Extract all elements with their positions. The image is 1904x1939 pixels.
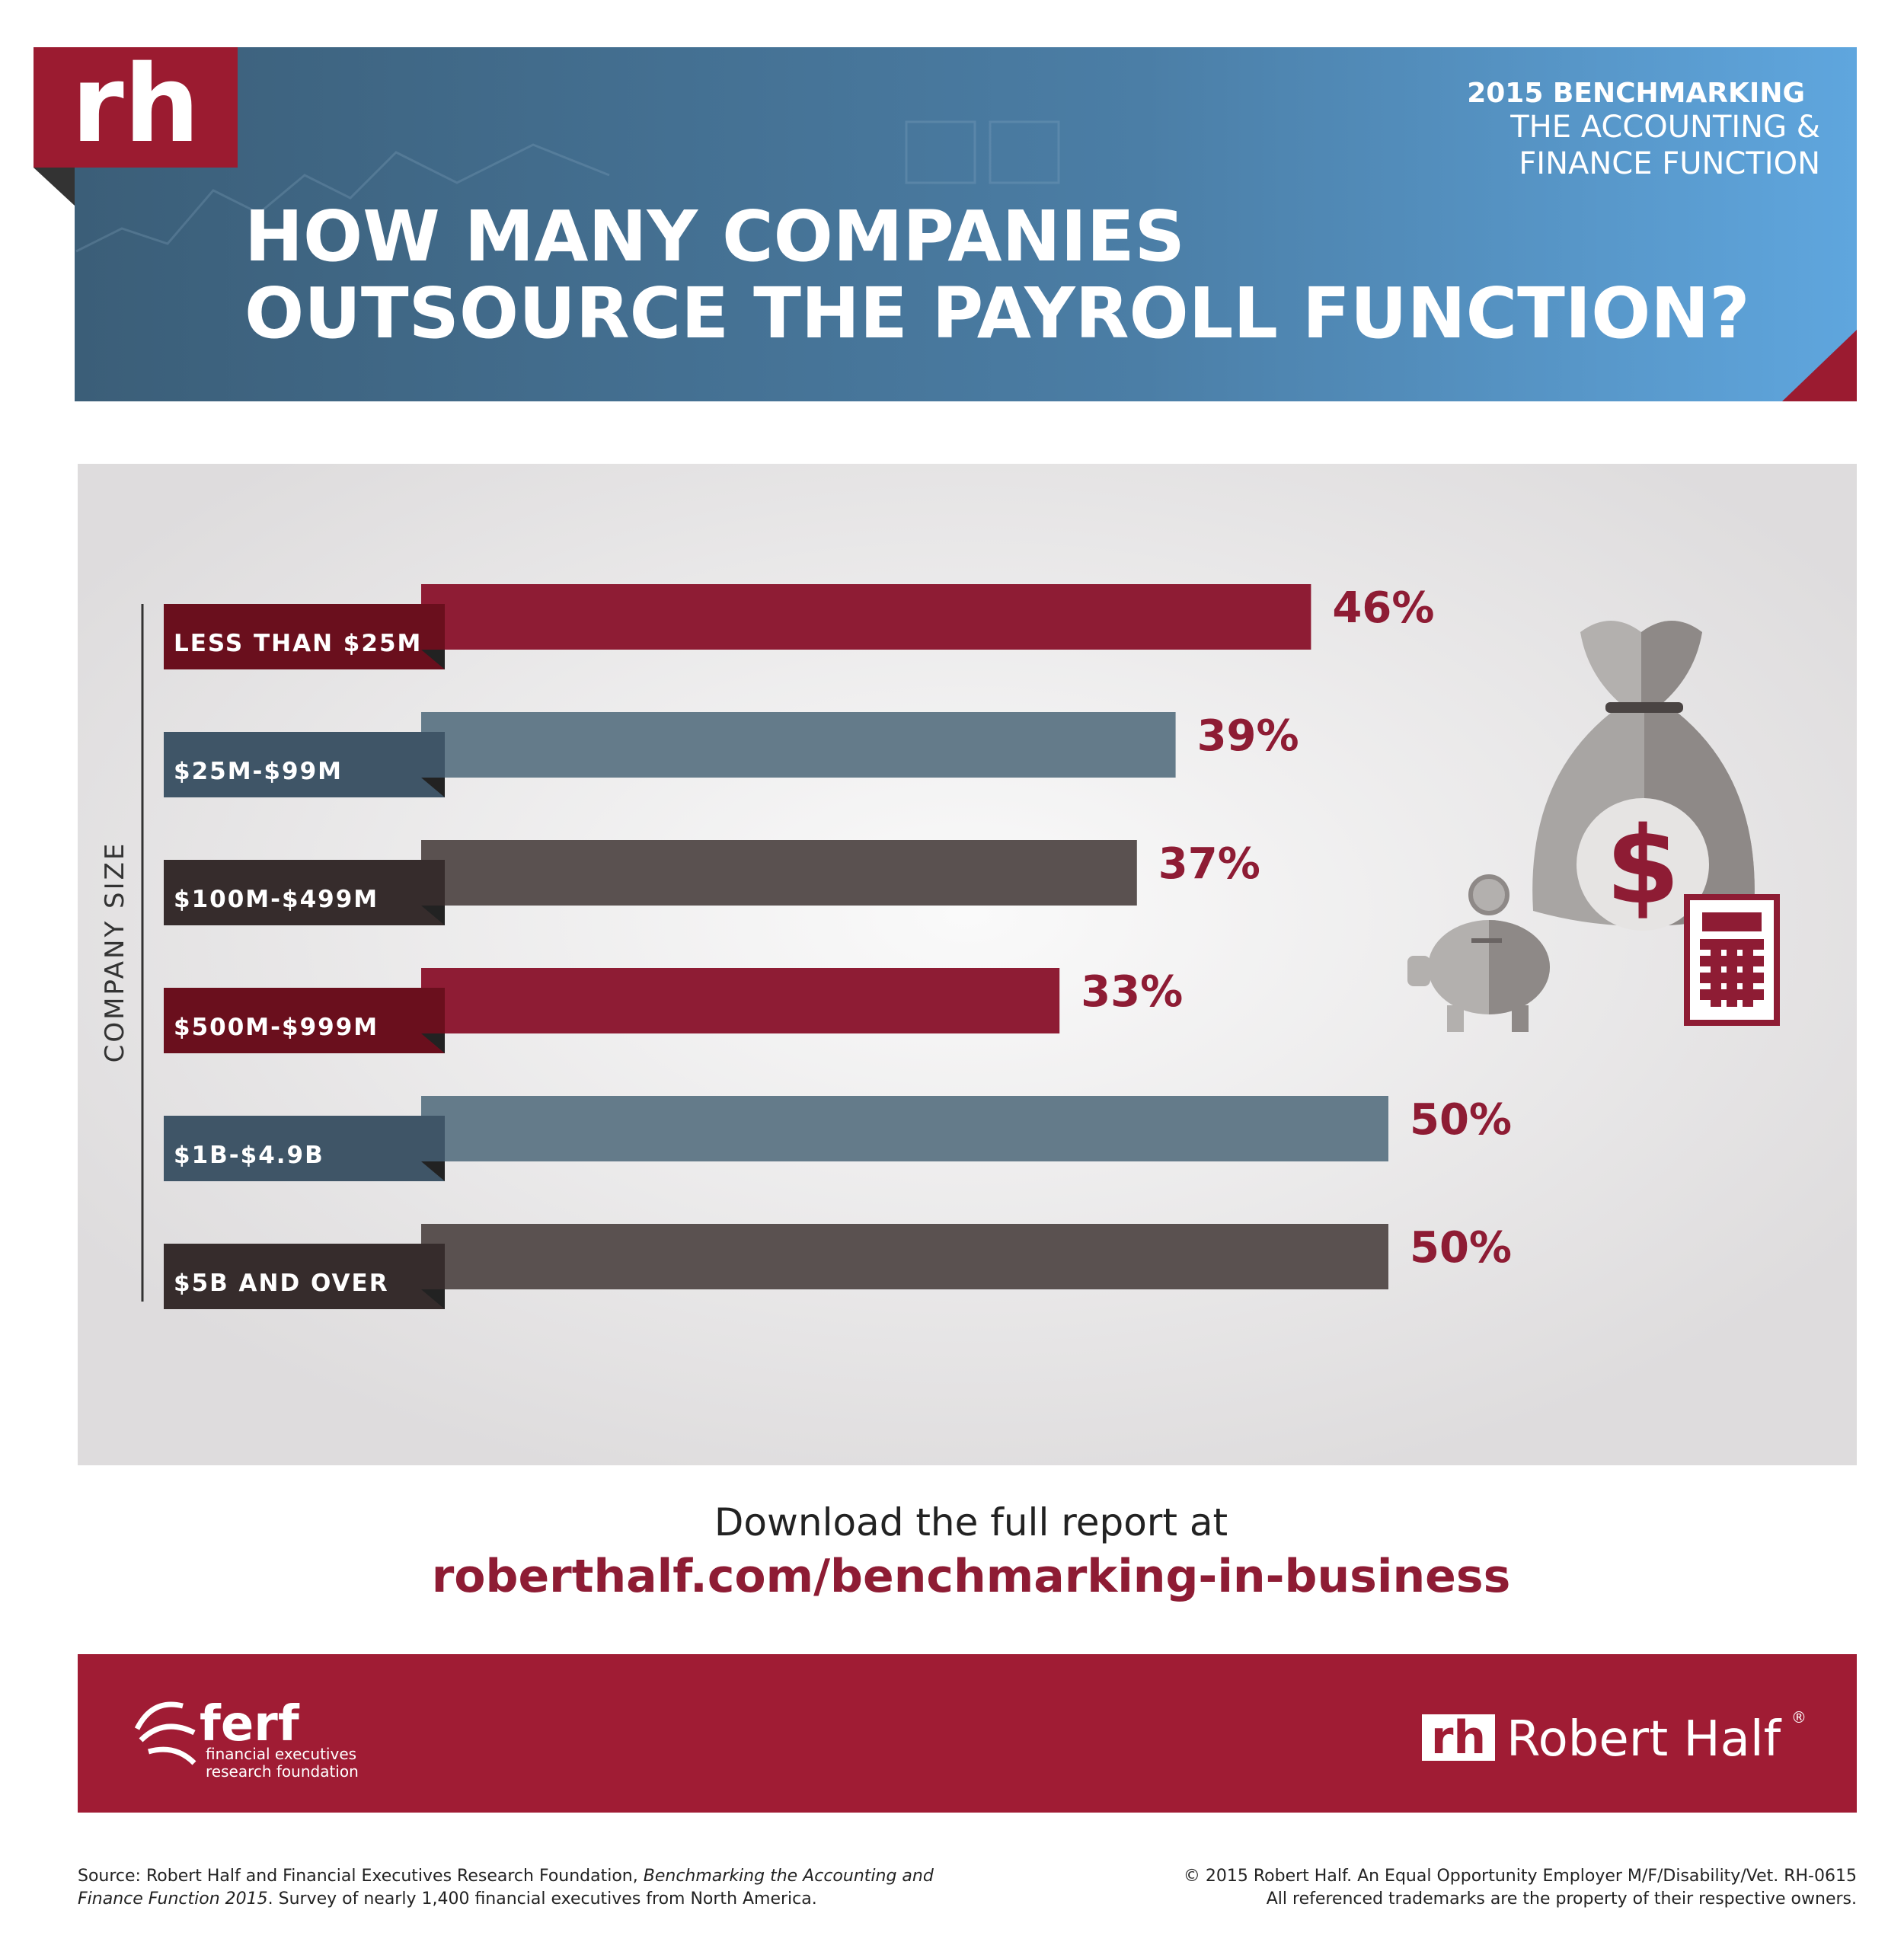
tab-fold	[421, 778, 445, 797]
source: Source: Robert Half and Financial Execut…	[78, 1867, 934, 1886]
source-title: Benchmarking the Accounting and	[644, 1867, 934, 1886]
logo: rh	[72, 43, 200, 167]
brand-mark: ®	[1791, 1708, 1807, 1727]
value-label: 46%	[1332, 583, 1434, 633]
money-icon: $	[1407, 621, 1780, 1032]
bars: LESS THAN $25M 46% $25M-$99M 39% $100M-$499M…	[164, 583, 1512, 1309]
brand-logo: rh	[1431, 1711, 1486, 1765]
category-tab	[164, 988, 445, 1053]
kicker: 2015 BENCHMARKING	[1467, 78, 1805, 109]
ferf-line: financial executives	[206, 1745, 356, 1763]
tab-fold	[421, 1289, 445, 1309]
category-tab	[164, 604, 445, 669]
source-text: . Survey of nearly 1,400 financial execu…	[268, 1889, 817, 1909]
category-tab	[164, 732, 445, 797]
ferf-name: ferf	[200, 1696, 300, 1752]
category-tab	[164, 1244, 445, 1309]
category-label: $1B-$4.9B	[174, 1142, 324, 1169]
category-label: $100M-$499M	[174, 886, 379, 913]
logo-box	[34, 47, 238, 168]
tab-fold	[421, 906, 445, 925]
ferf-swirl	[134, 1701, 196, 1765]
chart-title: OUTSOURCE THE PAYROLL FUNCTION?	[244, 273, 1750, 354]
category-label: $500M-$999M	[174, 1014, 379, 1041]
cta-url[interactable]: roberthalf.com/benchmarking-in-business	[432, 1550, 1511, 1603]
source: Finance Function 2015. Survey of nearly …	[78, 1889, 817, 1909]
source-text: Source: Robert Half and Financial Execut…	[78, 1867, 644, 1886]
category-tab	[164, 860, 445, 925]
ferf-line: research foundation	[206, 1762, 359, 1781]
header-band	[75, 47, 1857, 401]
bar	[421, 1224, 1388, 1289]
value-label: 50%	[1410, 1095, 1512, 1145]
brand-logo-box	[1422, 1714, 1495, 1761]
bar	[421, 584, 1311, 650]
category-label: LESS THAN $25M	[174, 630, 422, 657]
bar	[421, 968, 1060, 1033]
value-label: 50%	[1410, 1223, 1512, 1273]
legal: All referenced trademarks are the proper…	[1267, 1889, 1857, 1909]
source-title: Finance Function 2015	[78, 1889, 268, 1909]
header-fold	[1782, 330, 1857, 401]
logo-fold	[34, 168, 75, 206]
brand-name: Robert Half	[1506, 1711, 1782, 1768]
tab-fold	[421, 1033, 445, 1053]
category-tab	[164, 1116, 445, 1181]
svg-text:$: $	[1605, 804, 1679, 928]
category-label: $25M-$99M	[174, 758, 343, 785]
cta-text: Download the full report at	[714, 1500, 1228, 1544]
chart-title: HOW MANY COMPANIES	[244, 196, 1185, 277]
header-texture	[75, 120, 1060, 253]
bar	[421, 840, 1137, 906]
tab-fold	[421, 650, 445, 669]
value-label: 33%	[1081, 967, 1183, 1017]
bar	[421, 712, 1176, 778]
axis-label: COMPANY SIZE	[100, 842, 130, 1063]
footer-band	[78, 1654, 1857, 1813]
tab-fold	[421, 1161, 445, 1181]
category-label: $5B AND OVER	[174, 1270, 389, 1297]
subtitle: THE ACCOUNTING &	[1509, 110, 1820, 145]
value-label: 39%	[1197, 711, 1299, 761]
value-label: 37%	[1158, 839, 1260, 889]
subtitle: FINANCE FUNCTION	[1519, 146, 1820, 181]
legal: © 2015 Robert Half. An Equal Opportunity…	[1184, 1867, 1857, 1886]
bar	[421, 1096, 1388, 1161]
